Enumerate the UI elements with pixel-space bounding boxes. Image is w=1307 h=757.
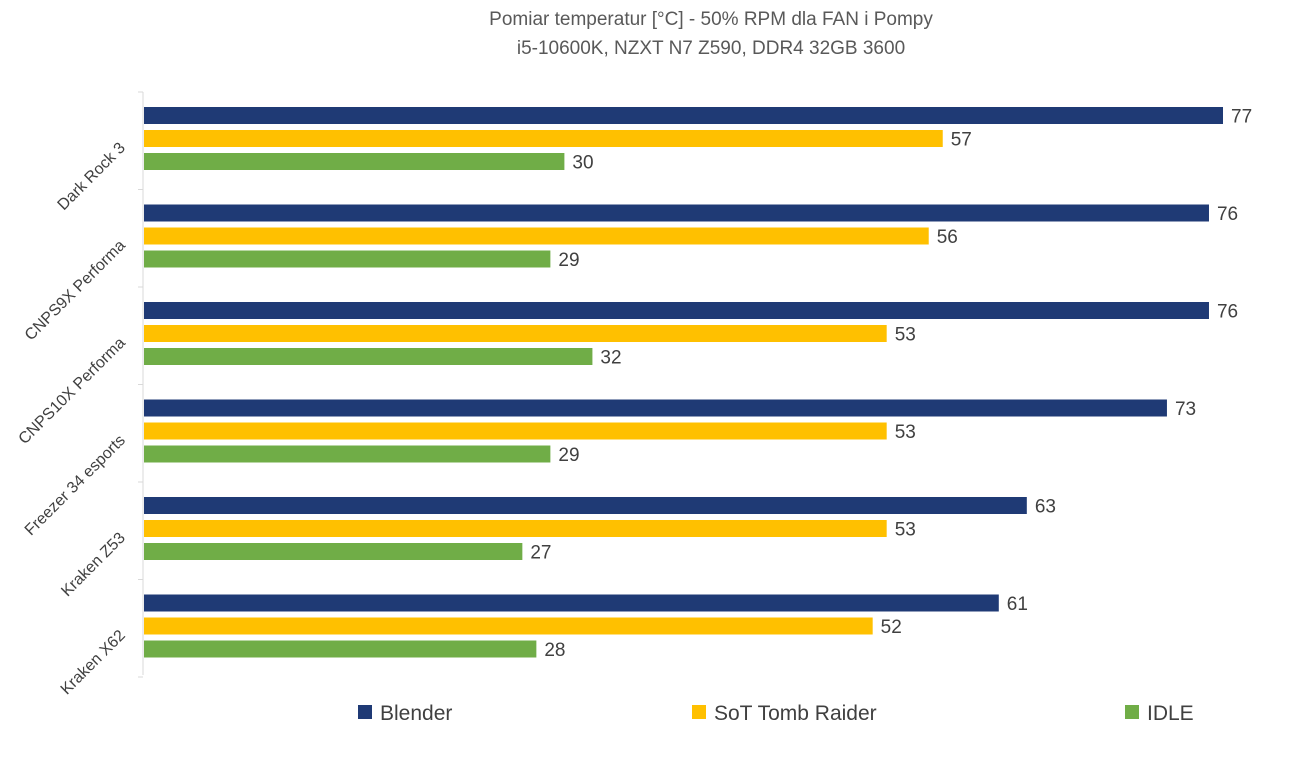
data-label: 57 <box>951 130 972 151</box>
bar-blender <box>144 107 1223 124</box>
bar-sot-tomb-raider <box>144 227 929 245</box>
data-label: 56 <box>937 227 958 248</box>
bar-sot-tomb-raider <box>144 617 873 635</box>
bar-idle <box>144 543 523 560</box>
legend-label: SoT Tomb Raider <box>714 702 877 725</box>
category-label: Freezer 34 esports <box>22 432 129 539</box>
data-label: 32 <box>600 348 621 369</box>
data-label: 53 <box>895 422 916 443</box>
legend-label: IDLE <box>1147 702 1194 725</box>
bar-blender <box>144 399 1167 417</box>
data-label: 77 <box>1231 107 1252 128</box>
category-label: Dark Rock 3 <box>55 139 129 213</box>
bar-idle <box>144 348 593 365</box>
bars-group <box>144 107 1223 658</box>
value-labels-group: 77 57 30 76 56 29 76 53 32 73 53 29 63 53 27 61 52 28 <box>530 107 1252 662</box>
legend-swatch <box>358 705 372 719</box>
bar-sot-tomb-raider <box>144 422 887 440</box>
legend-swatch <box>692 705 706 719</box>
bar-blender <box>144 594 999 612</box>
data-label: 61 <box>1007 594 1028 615</box>
data-label: 27 <box>530 543 551 564</box>
bar-idle <box>144 153 565 170</box>
bar-idle <box>144 445 551 463</box>
data-label: 76 <box>1217 302 1238 323</box>
data-label: 29 <box>558 445 579 466</box>
data-label: 52 <box>881 617 902 638</box>
data-label: 76 <box>1217 204 1238 225</box>
category-label: Kraken X62 <box>58 627 129 698</box>
legend-label: Blender <box>380 702 452 725</box>
data-label: 73 <box>1175 399 1196 420</box>
data-label: 29 <box>558 250 579 271</box>
bar-sot-tomb-raider <box>144 130 943 147</box>
category-label: CNPS10X Performa <box>16 334 129 447</box>
category-axis-ticks <box>138 91 143 678</box>
bar-sot-tomb-raider <box>144 520 887 537</box>
data-label: 63 <box>1035 497 1056 518</box>
bar-blender <box>144 497 1027 514</box>
bar-blender <box>144 302 1209 319</box>
bar-sot-tomb-raider <box>144 325 887 342</box>
bar-idle <box>144 640 537 658</box>
chart-title: Pomiar temperatur [°C] - 50% RPM dla FAN… <box>489 9 933 30</box>
legend: Blender SoT Tomb Raider IDLE <box>358 702 1194 725</box>
category-label: CNPS9X Performa <box>22 237 129 344</box>
bar-idle <box>144 250 551 268</box>
data-label: 53 <box>895 520 916 541</box>
chart-subtitle: i5-10600K, NZXT N7 Z590, DDR4 32GB 3600 <box>517 38 905 59</box>
category-label: Kraken Z53 <box>58 529 129 600</box>
data-label: 28 <box>544 640 565 661</box>
data-label: 53 <box>895 325 916 346</box>
legend-swatch <box>1125 705 1139 719</box>
bar-blender <box>144 204 1209 222</box>
data-label: 30 <box>572 153 593 174</box>
